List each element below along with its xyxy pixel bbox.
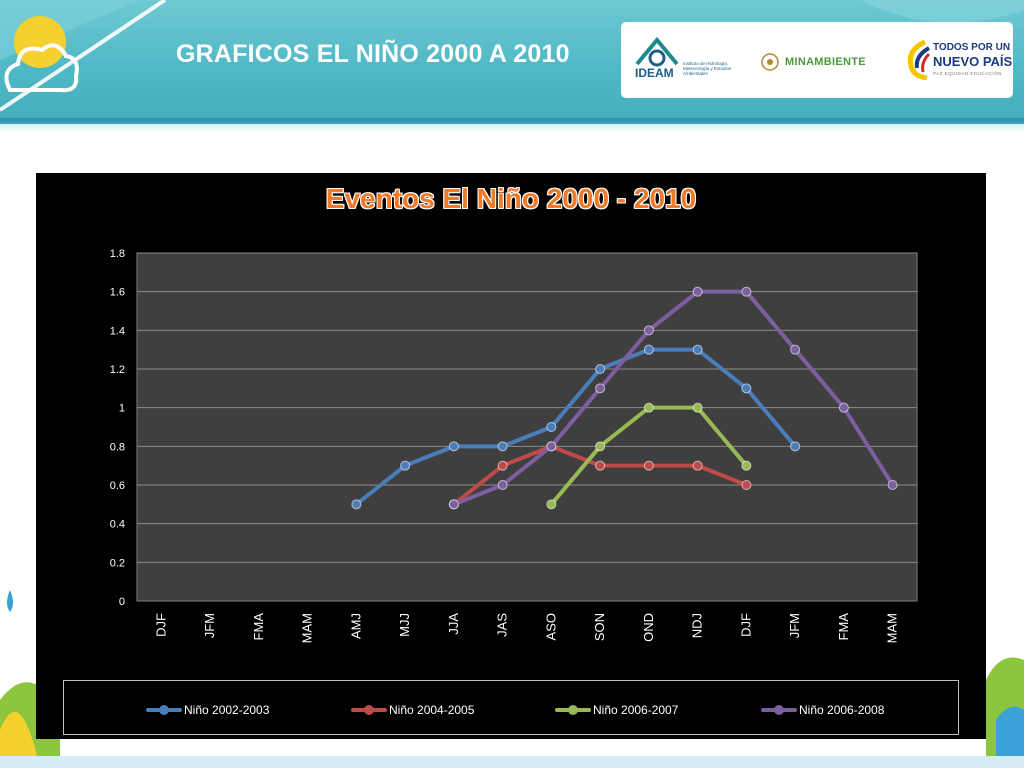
data-point xyxy=(741,383,752,394)
y-tick-label: 1 xyxy=(119,403,125,415)
x-tick-label: MAM xyxy=(885,613,900,643)
x-tick-label: JFM xyxy=(202,613,217,638)
header-divider xyxy=(0,118,1024,132)
legend-item: Niño 2006-2007 xyxy=(555,702,678,718)
x-tick-label: ASO xyxy=(543,613,558,640)
ideam-subtitle: Instituto de Hidrología, Meteorología y … xyxy=(683,61,732,76)
data-point xyxy=(400,460,411,471)
y-tick-label: 1.4 xyxy=(110,325,125,337)
data-point xyxy=(448,441,459,452)
x-tick-label: JFM xyxy=(787,613,802,638)
x-tick-label: NDJ xyxy=(690,613,705,638)
data-point xyxy=(692,460,703,471)
coat-of-arms-icon xyxy=(761,53,779,71)
x-tick-label: AMJ xyxy=(348,613,363,639)
flag-swoosh-icon xyxy=(907,39,931,81)
page-title: GRAFICOS EL NIÑO 2000 A 2010 xyxy=(176,40,570,68)
todos-line-2: NUEVO PAÍS xyxy=(933,54,1013,69)
line-chart: 0 0.2 0.4 0.6 0.8 1 1.2 1.4 1.6 1.8 DJF JFM FMA MAM AM… xyxy=(110,248,918,643)
legend-label: Niño 2006-2007 xyxy=(593,703,679,717)
data-point xyxy=(643,325,654,336)
legend-swatch xyxy=(351,704,387,716)
data-point xyxy=(497,460,508,471)
legend-item: Niño 2004-2005 xyxy=(351,702,474,718)
x-tick-label: DJF xyxy=(738,613,753,637)
data-point xyxy=(595,364,606,374)
x-tick-label: JJA xyxy=(446,613,461,635)
x-tick-label: DJF xyxy=(153,613,168,637)
logo-panel: IDEAM Instituto de Hidrología, Meteorolo… xyxy=(621,22,1013,98)
data-point xyxy=(692,344,703,355)
legend-label: Niño 2002-2003 xyxy=(184,703,270,717)
todos-por-un-nuevo-pais-logo: TODOS POR UN NUEVO PAÍS PAZ EQUIDAD EDUC… xyxy=(905,39,1012,84)
sun-icon xyxy=(14,16,66,68)
data-point xyxy=(546,499,557,510)
y-tick-label: 1.8 xyxy=(110,248,125,260)
y-tick-label: 0 xyxy=(119,596,125,608)
y-tick-label: 0.2 xyxy=(110,557,125,569)
x-tick-label: JAS xyxy=(495,613,510,637)
y-tick-label: 0.6 xyxy=(110,480,125,492)
data-point xyxy=(497,480,508,490)
legend-swatch xyxy=(761,704,797,716)
minambiente-logo: MINAMBIENTE xyxy=(761,52,866,72)
data-point xyxy=(595,441,606,452)
todos-line-1: TODOS POR UN xyxy=(933,42,1011,53)
data-point xyxy=(448,499,459,510)
series-line-1 xyxy=(354,347,798,507)
y-tick-label: 1.2 xyxy=(110,364,125,376)
data-point xyxy=(838,402,849,413)
x-tick-label: MJJ xyxy=(397,613,412,637)
plot-area xyxy=(136,252,918,602)
legend-swatch xyxy=(555,704,591,716)
chart-title: Eventos El Niño 2000 - 2010 xyxy=(325,183,697,214)
cloud-icon xyxy=(4,43,79,93)
legend-item: Niño 2006-2008 xyxy=(761,702,884,718)
water-drop-icon xyxy=(7,590,13,612)
data-point xyxy=(692,402,703,413)
ideam-name: IDEAM xyxy=(635,66,674,80)
chart-container: 0 0.2 0.4 0.6 0.8 1 1.2 1.4 1.6 1.8 DJF JFM FMA MAM AM… xyxy=(36,173,986,739)
data-point xyxy=(643,460,654,471)
data-point xyxy=(741,460,752,471)
slide-header: GRAFICOS EL NIÑO 2000 A 2010 IDEAM Insti… xyxy=(0,0,1024,118)
y-tick-label: 0.4 xyxy=(110,519,125,531)
legend-label: Niño 2004-2005 xyxy=(389,703,475,717)
y-tick-label: 0.8 xyxy=(110,441,125,453)
x-tick-label: FMA xyxy=(836,613,851,641)
data-point xyxy=(887,480,898,490)
data-point xyxy=(741,480,752,490)
data-point xyxy=(741,286,752,297)
legend-item: Niño 2002-2003 xyxy=(146,702,269,718)
data-point xyxy=(790,441,801,452)
y-tick-label: 1.6 xyxy=(110,287,125,299)
data-point xyxy=(692,286,703,297)
legend-label: Niño 2006-2008 xyxy=(799,703,885,717)
minambiente-name: MINAMBIENTE xyxy=(785,56,866,68)
data-point xyxy=(546,441,557,452)
x-tick-label: MAM xyxy=(300,613,315,643)
ideam-logo: IDEAM Instituto de Hidrología, Meteorolo… xyxy=(633,34,748,86)
x-tick-label: SON xyxy=(592,613,607,641)
data-point xyxy=(546,422,557,432)
chart-legend: Niño 2002-2003 Niño 2004-2005 Niño 2006-20… xyxy=(63,680,959,735)
todos-line-3: PAZ EQUIDAD EDUCACIÓN xyxy=(933,71,1002,76)
data-point xyxy=(595,460,606,471)
data-point xyxy=(497,441,508,452)
data-point xyxy=(643,344,654,355)
data-point xyxy=(643,402,654,413)
ideam-emblem-icon xyxy=(635,36,679,67)
x-tick-label: FMA xyxy=(251,613,266,641)
series-line-4 xyxy=(451,289,895,507)
data-point xyxy=(595,383,606,394)
weather-decoration xyxy=(0,0,1024,112)
legend-swatch xyxy=(146,704,182,716)
data-point xyxy=(351,499,362,510)
x-tick-label: OND xyxy=(641,613,656,642)
data-point xyxy=(790,344,801,355)
